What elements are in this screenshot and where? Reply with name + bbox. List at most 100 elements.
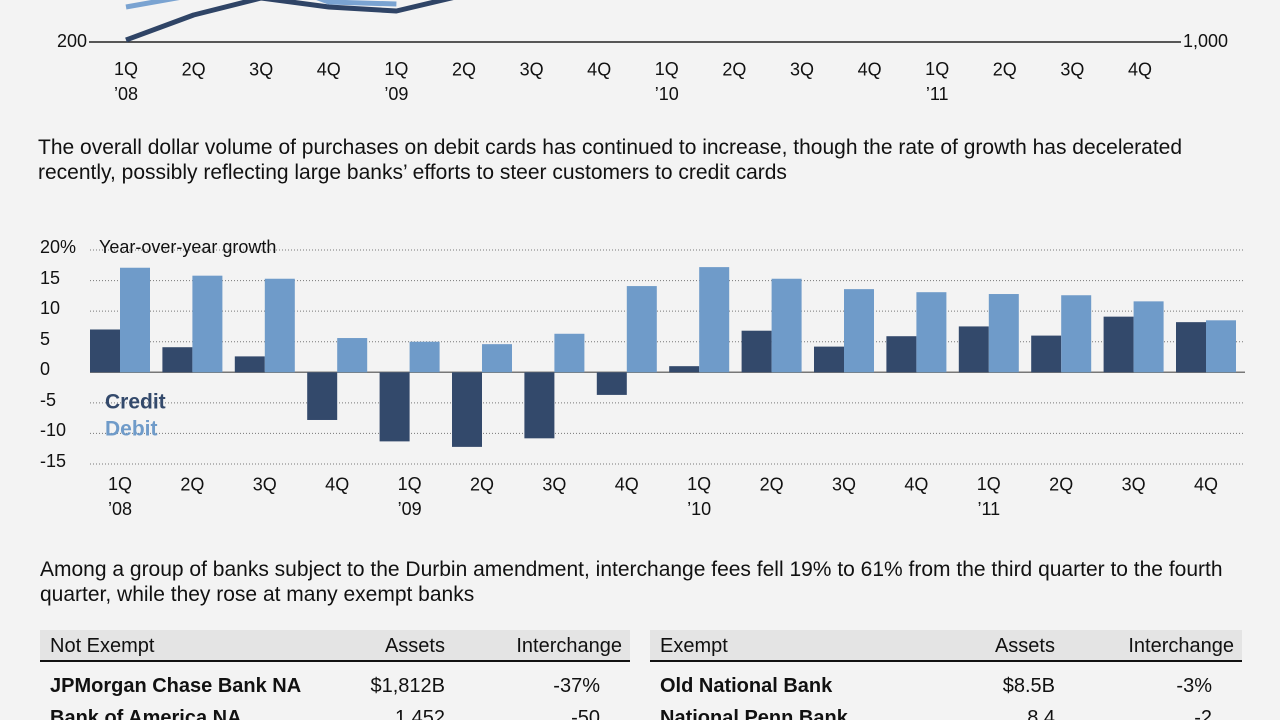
table-cell: JPMorgan Chase Bank NA — [50, 675, 302, 697]
line — [125, 0, 397, 10]
x-tick-label: 3Q — [249, 59, 274, 80]
x-tick-label: 1Q ’08 — [107, 474, 133, 519]
x-tick-label: 3Q — [519, 59, 544, 80]
x-tick-label: 1Q ’11 — [925, 59, 950, 104]
bar — [771, 278, 802, 373]
table-cell: $8.5B — [1002, 675, 1055, 697]
bar — [337, 338, 368, 373]
x-tick-label: 3Q — [252, 474, 277, 495]
bar — [192, 275, 223, 373]
table-header: Not Exempt — [50, 635, 155, 657]
table-cell: 8.4 — [1027, 707, 1055, 720]
bar — [234, 356, 265, 373]
bar — [307, 372, 338, 420]
bar — [482, 344, 512, 373]
y-tick-label: 15 — [40, 267, 61, 288]
x-tick-label: 4Q — [904, 474, 929, 495]
table-cell: 1,452 — [394, 707, 445, 720]
x-tick-label: 1Q ’10 — [654, 59, 679, 104]
x-tick-label: 2Q — [451, 59, 477, 80]
table-cell: $1,812B — [370, 675, 445, 697]
bar — [814, 346, 844, 373]
bar — [988, 294, 1019, 373]
caption: Among a group of banks subject to the Du… — [40, 558, 1223, 606]
bar — [626, 286, 657, 373]
y2-tick-label: 1,000 — [1183, 31, 1229, 52]
y-tick-label: 200 — [56, 31, 87, 52]
y-tick-label: 10 — [40, 298, 61, 319]
x-tick-label: 3Q — [1060, 59, 1085, 80]
x-tick-label: 4Q — [325, 474, 350, 495]
bar — [90, 329, 120, 373]
bar — [699, 267, 730, 373]
bar — [554, 333, 585, 373]
x-tick-label: 2Q — [180, 474, 205, 495]
table-header: Assets — [994, 635, 1055, 657]
y-tick-label: -5 — [40, 389, 57, 410]
x-tick-label: 3Q — [831, 474, 857, 495]
x-tick-label: 4Q — [1193, 474, 1219, 495]
x-tick-label: 1Q ’08 — [113, 59, 139, 104]
bar — [669, 366, 700, 373]
bar — [844, 289, 874, 373]
x-tick-label: 3Q — [1121, 474, 1146, 495]
x-tick-label: 3Q — [542, 474, 567, 495]
bar — [596, 372, 627, 395]
table-cell: -37% — [553, 675, 600, 697]
x-tick-label: 3Q — [789, 59, 815, 80]
y-axis-label: Year-over-year growth — [99, 237, 277, 258]
table-header: Interchange — [516, 635, 622, 657]
table-cell: -2 — [1194, 707, 1212, 720]
y-tick-label: 0 — [40, 359, 51, 380]
x-tick-label: 2Q — [722, 59, 747, 80]
bar — [741, 330, 772, 373]
bar — [1103, 316, 1134, 373]
bar — [452, 372, 482, 447]
bar — [958, 326, 989, 373]
table-cell: Bank of America NA — [50, 707, 242, 720]
bar — [1206, 320, 1236, 373]
table-header-bg — [650, 630, 1242, 660]
x-tick-label: 2Q — [759, 474, 784, 495]
line — [125, 0, 454, 43]
bar — [409, 341, 440, 373]
caption: The overall dollar volume of purchases o… — [38, 136, 1183, 184]
bar — [379, 372, 410, 442]
bar — [916, 292, 947, 373]
bar — [1133, 301, 1164, 373]
x-tick-label: 1Q ’11 — [976, 474, 1001, 519]
bar — [524, 372, 555, 439]
table-cell: National Penn Bank — [660, 707, 848, 720]
y-tick-label: 5 — [40, 328, 51, 349]
legend-label: Debit — [105, 417, 158, 441]
table-header: Assets — [384, 635, 445, 657]
y-tick-label: -15 — [40, 451, 67, 472]
legend-label: Credit — [105, 390, 166, 414]
bar — [1031, 335, 1062, 373]
bar — [1061, 295, 1092, 373]
table-header-bg — [40, 630, 630, 660]
table-cell: -3% — [1176, 675, 1212, 697]
bar — [264, 278, 295, 373]
x-tick-label: 4Q — [587, 59, 612, 80]
table-header: Interchange — [1128, 635, 1234, 657]
table-cell: Old National Bank — [660, 675, 833, 697]
x-tick-label: 1Q ’10 — [687, 474, 712, 519]
x-tick-label: 2Q — [181, 59, 206, 80]
y-tick-label: -10 — [40, 420, 67, 441]
bar — [120, 267, 150, 373]
bar — [1176, 322, 1206, 373]
x-tick-label: 1Q ’09 — [384, 59, 409, 104]
table-header: Exempt — [660, 635, 728, 657]
x-tick-label: 1Q ’09 — [397, 474, 422, 519]
x-tick-label: 4Q — [857, 59, 882, 80]
bar — [162, 347, 193, 373]
x-tick-label: 2Q — [469, 474, 495, 495]
y-tick-label: 20% — [40, 237, 77, 258]
bar — [886, 336, 917, 373]
x-tick-label: 2Q — [992, 59, 1017, 80]
x-tick-label: 4Q — [1127, 59, 1153, 80]
x-tick-label: 4Q — [316, 59, 341, 80]
